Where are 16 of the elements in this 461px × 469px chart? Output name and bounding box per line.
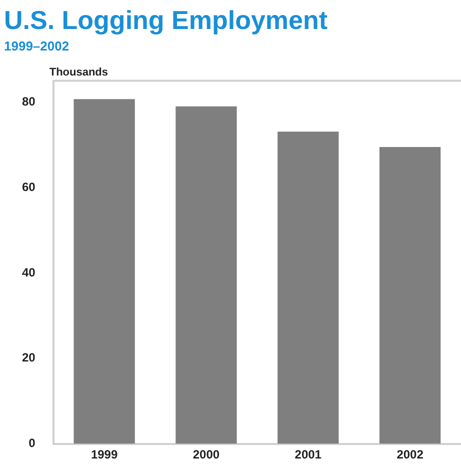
x-tick-label: 2002: [396, 447, 424, 462]
y-axis-title: Thousands: [49, 66, 108, 78]
x-tick-label: 2001: [294, 447, 322, 462]
y-tick-label: 0: [28, 436, 36, 450]
bar: [278, 132, 339, 444]
y-tick-label: 80: [22, 94, 36, 108]
y-tick-label: 20: [22, 350, 36, 365]
bar: [74, 99, 135, 444]
chart-subtitle: 1999–2002: [4, 38, 70, 54]
bar: [176, 106, 237, 444]
x-tick-label: 1999: [90, 447, 118, 462]
y-tick-label: 60: [22, 180, 36, 194]
chart-title: U.S. Logging Employment: [4, 4, 328, 35]
bar: [379, 146, 441, 444]
y-tick-label: 40: [22, 265, 36, 280]
x-tick-label: 2000: [192, 447, 220, 462]
